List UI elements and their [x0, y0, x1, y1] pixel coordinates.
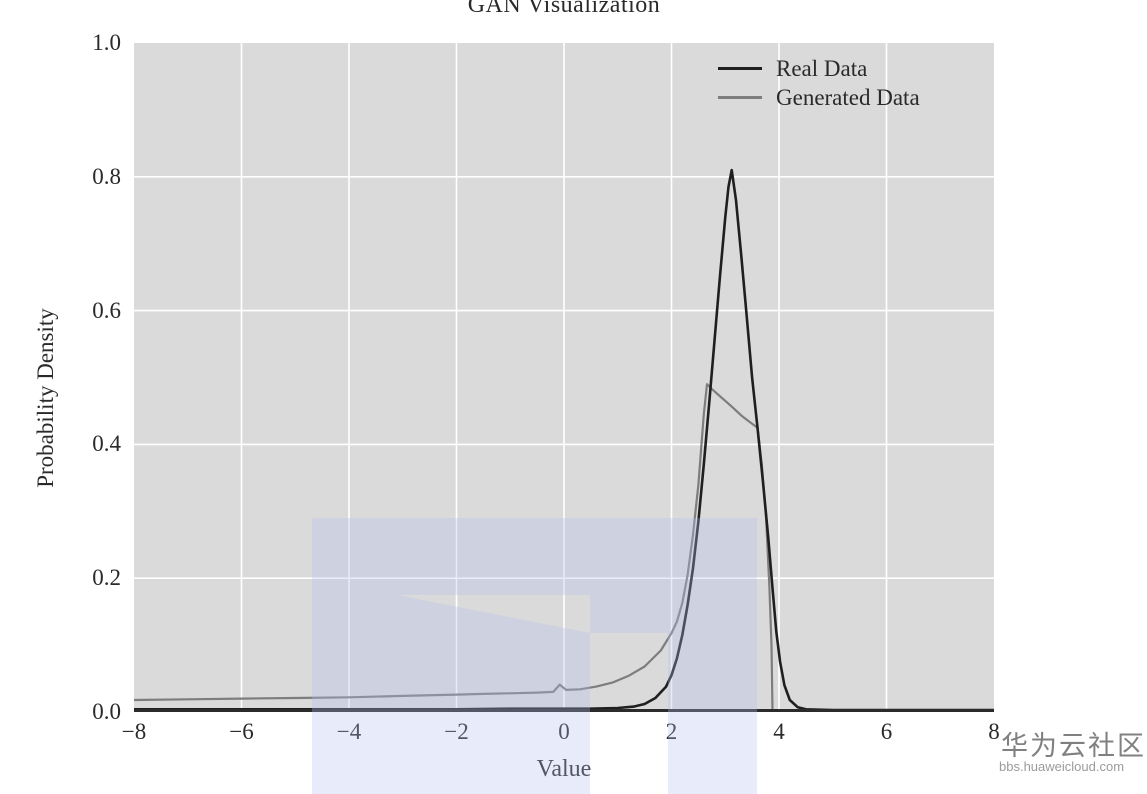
- legend-label-generated-data: Generated Data: [776, 85, 920, 110]
- y-axis-label: Probability Density: [33, 308, 58, 488]
- x-tick-label: 0: [558, 719, 570, 744]
- x-tick-label: 4: [773, 719, 785, 744]
- legend-item-generated-data: Generated Data: [718, 83, 920, 112]
- chart-title: GAN Visualization: [467, 0, 661, 18]
- plot-area: [134, 43, 994, 712]
- y-tick-label: 0.8: [92, 163, 121, 189]
- x-tick-label: 2: [665, 719, 678, 744]
- plot-canvas: [134, 43, 994, 712]
- legend-label-real-data: Real Data: [776, 56, 868, 81]
- legend-line-generated-data: [718, 96, 762, 99]
- x-axis-label: Value: [536, 756, 592, 782]
- y-tick-label: 0.4: [92, 431, 121, 457]
- watermark-url: bbs.huaweicloud.com: [999, 759, 1125, 774]
- x-tick-label: 6: [880, 719, 893, 744]
- y-tick-label: 0.6: [92, 297, 121, 323]
- legend-item-real-data: Real Data: [718, 54, 920, 83]
- x-tick-label: −6: [229, 719, 254, 744]
- x-tick-label: −4: [336, 719, 362, 744]
- legend-line-real-data: [718, 67, 762, 70]
- x-tick-label: −8: [121, 719, 147, 744]
- x-tick-label: 8: [988, 719, 1000, 744]
- y-tick-label: 0.2: [92, 565, 121, 591]
- y-tick-label: 1.0: [92, 30, 121, 55]
- y-tick-label: 0.0: [92, 699, 121, 724]
- legend: Real Data Generated Data: [718, 54, 920, 112]
- watermark-text: 华为云社区: [1001, 731, 1146, 761]
- x-tick-label: −2: [444, 719, 469, 744]
